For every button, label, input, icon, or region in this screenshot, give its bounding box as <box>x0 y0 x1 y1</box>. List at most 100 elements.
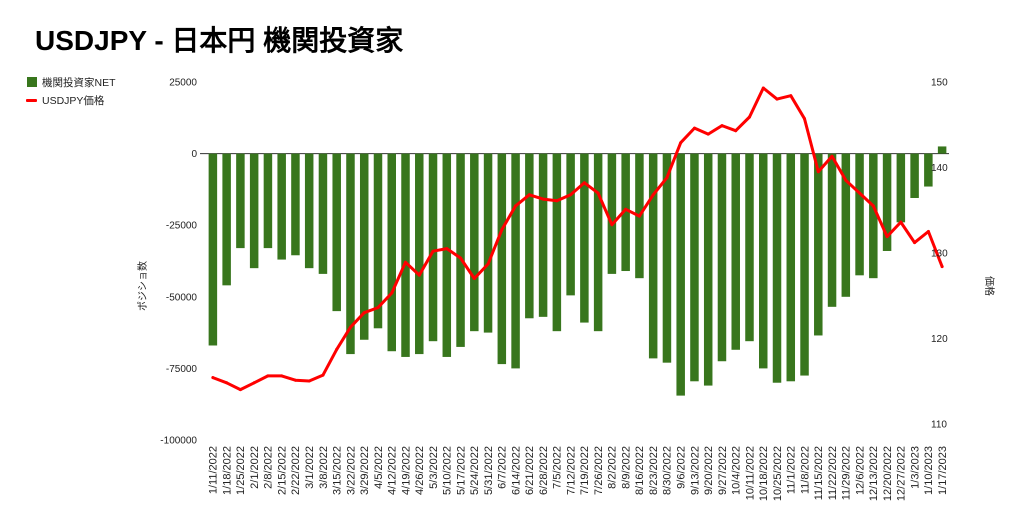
x-tick-label: 2/1/2022 <box>249 446 261 489</box>
price-point <box>871 204 875 208</box>
chart-title: USDJPY - 日本円 機関投資家 <box>35 25 404 56</box>
price-point <box>830 154 834 158</box>
price-point <box>899 220 903 224</box>
bar <box>428 153 438 342</box>
x-tick-label: 5/3/2022 <box>428 446 440 489</box>
legend-item-net-positions: 機関投資家NET <box>26 75 116 89</box>
price-point <box>913 241 917 245</box>
bar <box>442 153 452 357</box>
price-point <box>940 265 944 269</box>
bar <box>304 153 314 269</box>
bar <box>827 153 837 307</box>
x-tick-label: 9/20/2022 <box>703 446 715 495</box>
x-tick-label: 6/7/2022 <box>497 446 509 489</box>
left-tick-label: -100000 <box>160 436 197 447</box>
bar <box>525 153 534 319</box>
x-tick-label: 4/12/2022 <box>387 446 399 495</box>
right-tick-label: 130 <box>931 248 948 259</box>
left-tick-label: 0 <box>191 149 197 160</box>
x-tick-label: 1/17/2023 <box>937 446 949 495</box>
right-tick-label: 110 <box>931 419 947 430</box>
right-axis-title: 価格 <box>983 276 996 296</box>
price-point <box>816 170 820 174</box>
bar <box>855 153 864 276</box>
price-point <box>720 124 724 128</box>
x-tick-label: 4/5/2022 <box>373 446 385 489</box>
price-point <box>362 311 366 315</box>
x-tick-label: 9/6/2022 <box>676 446 688 489</box>
bar <box>593 153 603 332</box>
x-tick-label: 12/20/2022 <box>882 446 894 501</box>
price-point <box>417 273 421 277</box>
x-tick-label: 7/26/2022 <box>593 446 605 495</box>
price-point <box>789 94 793 98</box>
price-point <box>459 256 462 260</box>
x-tick-label: 11/8/2022 <box>799 446 811 494</box>
legend-label-line: USDJPY価格 <box>42 94 105 107</box>
x-tick-label: 3/29/2022 <box>359 446 371 495</box>
price-point <box>706 132 710 136</box>
bar <box>497 153 507 365</box>
bar <box>208 153 218 346</box>
legend-swatch-bars <box>27 77 37 87</box>
bar <box>882 153 892 251</box>
bar <box>869 153 878 279</box>
price-point <box>321 373 325 377</box>
price-point <box>211 376 215 380</box>
bar <box>332 153 341 312</box>
x-tick-label: 9/27/2022 <box>717 446 729 495</box>
x-tick-label: 6/28/2022 <box>538 446 550 495</box>
price-point <box>637 214 641 218</box>
x-tick-label: 9/13/2022 <box>689 446 701 495</box>
price-point <box>761 86 765 90</box>
bar <box>745 153 754 342</box>
x-tick-label: 2/8/2022 <box>263 446 275 489</box>
price-point <box>748 115 751 119</box>
bar <box>456 153 465 347</box>
price-line <box>211 86 944 392</box>
x-tick-label: 6/21/2022 <box>524 446 536 495</box>
price-point <box>665 176 669 180</box>
price-point <box>349 325 352 329</box>
x-tick-label: 10/11/2022 <box>744 446 756 500</box>
legend-item-price: USDJPY価格 <box>26 93 104 107</box>
x-tick-label: 1/18/2022 <box>221 446 233 495</box>
bar <box>841 153 851 297</box>
x-tick-labels: 1/11/2022 1/18/2022 1/25/2022 2/1/2022 2/8/2… <box>208 446 949 501</box>
bar <box>236 153 245 249</box>
right-tick-label: 150 <box>931 78 948 89</box>
x-tick-label: 5/31/2022 <box>483 446 495 495</box>
left-tick-label: 25000 <box>169 78 197 89</box>
price-point <box>858 191 862 195</box>
price-point <box>734 129 738 133</box>
price-point <box>445 247 449 251</box>
bar <box>566 153 575 296</box>
bar <box>621 153 630 272</box>
y-tick-labels: 25000 0 -25000 -50000 -75000 -100000 150 140 130… <box>160 78 948 447</box>
bar <box>703 153 713 386</box>
price-point <box>404 260 407 264</box>
price-point <box>527 193 531 197</box>
bar-series <box>208 146 947 396</box>
bar <box>759 153 768 369</box>
x-tick-label: 8/30/2022 <box>662 446 674 495</box>
x-tick-label: 11/22/2022 <box>827 446 839 500</box>
x-tick-label: 2/22/2022 <box>290 446 302 495</box>
price-point <box>582 181 586 185</box>
price-point <box>651 193 655 197</box>
left-tick-label: -25000 <box>166 221 198 232</box>
price-point <box>335 347 339 351</box>
x-tick-label: 5/10/2022 <box>442 446 454 495</box>
price-point <box>803 117 806 121</box>
bar <box>800 153 809 376</box>
bar <box>786 153 796 382</box>
bar <box>580 153 589 323</box>
bar <box>483 153 493 333</box>
right-tick-label: 140 <box>931 163 948 174</box>
bar <box>373 153 383 329</box>
bar <box>607 153 617 274</box>
bar <box>291 153 300 256</box>
price-point <box>693 126 696 130</box>
bar <box>690 153 699 382</box>
x-tick-label: 7/12/2022 <box>565 446 577 495</box>
